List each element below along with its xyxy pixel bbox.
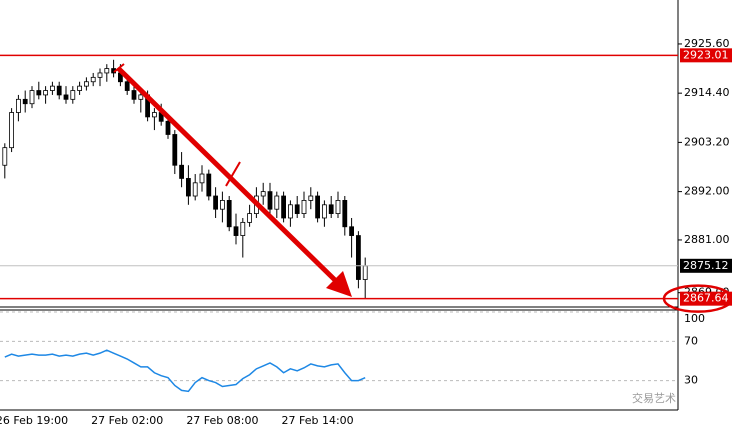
candle-body <box>206 173 212 197</box>
candle-body <box>247 213 253 223</box>
candle-body <box>22 98 28 105</box>
watermark: 交易艺术 <box>632 391 676 405</box>
candle-body <box>233 226 239 236</box>
level-label: 2923.01 <box>683 48 729 61</box>
candle-body <box>192 182 198 197</box>
candle-body <box>274 195 280 210</box>
x-tick-label: 27 Feb 02:00 <box>91 414 163 427</box>
y-tick-label: 2903.20 <box>684 135 730 148</box>
y-tick-label: 2881.00 <box>684 233 730 246</box>
level-label: 2875.12 <box>683 259 729 272</box>
candle-body <box>70 90 76 100</box>
candle-body <box>77 85 82 91</box>
candle-body <box>185 178 191 197</box>
y-tick-label: 30 <box>684 374 698 387</box>
candle-body <box>362 265 368 280</box>
candle-body <box>151 112 157 118</box>
level-label-box <box>680 48 732 63</box>
y-tick-label: 70 <box>684 334 698 347</box>
level-label-box <box>680 258 732 273</box>
candle-body <box>124 81 130 91</box>
highlight-circle <box>662 284 732 313</box>
candle-body <box>63 94 69 100</box>
trend-arrow <box>113 63 352 297</box>
candle-body <box>219 200 225 210</box>
candle-body <box>50 85 55 91</box>
y-tick-label: 100 <box>684 312 705 325</box>
candle-body <box>97 72 103 78</box>
candle-body <box>165 120 171 135</box>
candle-body <box>213 195 219 210</box>
level-label-box <box>680 291 732 306</box>
candle-body <box>267 191 273 210</box>
candle-body <box>131 90 137 100</box>
candle-body <box>321 204 327 219</box>
x-tick-label: 27 Feb 14:00 <box>282 414 354 427</box>
candle-body <box>138 94 144 100</box>
y-tick-label: 2925.60 <box>684 37 730 50</box>
candle-body <box>315 195 321 219</box>
candle-body <box>15 98 21 113</box>
candle-body <box>43 90 48 96</box>
candle-body <box>90 76 96 83</box>
level-label: 2867.64 <box>683 292 729 305</box>
y-tick-label: 2892.00 <box>684 185 730 198</box>
candle-body <box>260 191 266 197</box>
candle-body <box>36 90 42 96</box>
candle-body <box>342 200 348 228</box>
candle-body <box>172 134 178 166</box>
candle-body <box>301 200 307 214</box>
candle-body <box>355 235 361 280</box>
candle-body <box>29 90 35 105</box>
candle-body <box>308 195 314 201</box>
candle-body <box>349 226 355 236</box>
indicator-line <box>4 349 366 393</box>
candle-body <box>287 204 293 219</box>
x-tick-label: 27 Feb 08:00 <box>186 414 258 427</box>
candle-body <box>9 112 15 149</box>
y-tick-label: 2914.40 <box>684 86 730 99</box>
candle-body <box>104 68 110 74</box>
candle-body <box>226 200 232 228</box>
x-tick-label: 26 Feb 19:00 <box>0 414 68 427</box>
candle-body <box>199 173 205 184</box>
candle-body <box>240 221 246 236</box>
candle-body <box>294 204 300 214</box>
candle-body <box>56 85 62 96</box>
candle-body <box>84 81 89 87</box>
candle-body <box>335 200 341 214</box>
candle-body <box>328 204 334 214</box>
candle-body <box>179 164 185 179</box>
candle-body <box>2 147 8 166</box>
candle-body <box>281 195 287 219</box>
